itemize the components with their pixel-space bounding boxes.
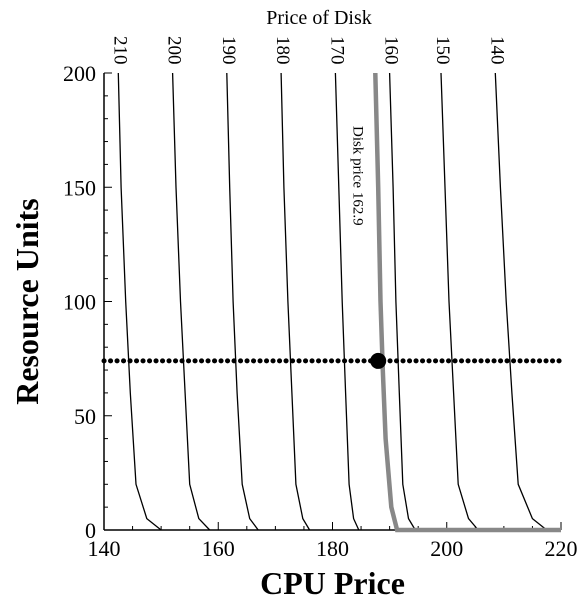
series-label-180: 180 bbox=[272, 36, 293, 65]
series-label-170: 170 bbox=[326, 36, 347, 65]
series-label-140: 140 bbox=[486, 36, 507, 65]
series-label-160: 160 bbox=[381, 36, 402, 65]
top-axis-title: Price of Disk bbox=[266, 7, 372, 29]
y-tick-label: 50 bbox=[74, 404, 96, 429]
series-line-150 bbox=[440, 72, 479, 531]
intersection-marker bbox=[370, 352, 387, 369]
series-label-200: 200 bbox=[164, 36, 185, 65]
y-tick-label: 0 bbox=[85, 518, 96, 543]
series-line-170 bbox=[334, 72, 360, 531]
x-tick-label: 220 bbox=[545, 536, 578, 561]
x-tick-label: 180 bbox=[316, 536, 349, 561]
series-line-180 bbox=[280, 72, 311, 531]
series-line-210 bbox=[117, 72, 162, 531]
y-axis-title: Resource Units bbox=[9, 198, 45, 405]
x-tick-label: 140 bbox=[88, 536, 121, 561]
x-tick-label: 200 bbox=[430, 536, 463, 561]
series-line-200 bbox=[171, 72, 211, 531]
series-line-160 bbox=[388, 72, 416, 531]
x-axis-title: CPU Price bbox=[260, 565, 405, 601]
series-label-210: 210 bbox=[109, 36, 130, 65]
y-tick-label: 100 bbox=[63, 290, 96, 315]
series-line-140 bbox=[494, 72, 548, 531]
y-tick-label: 150 bbox=[63, 175, 96, 200]
y-tick-label: 200 bbox=[63, 61, 96, 86]
highlight-series-label: Disk price 162.9 bbox=[349, 126, 365, 226]
x-tick-label: 160 bbox=[202, 536, 235, 561]
series-label-150: 150 bbox=[432, 36, 453, 65]
series-line-190 bbox=[226, 72, 259, 531]
series-label-190: 190 bbox=[218, 36, 239, 65]
highlight-series-line bbox=[373, 72, 561, 533]
